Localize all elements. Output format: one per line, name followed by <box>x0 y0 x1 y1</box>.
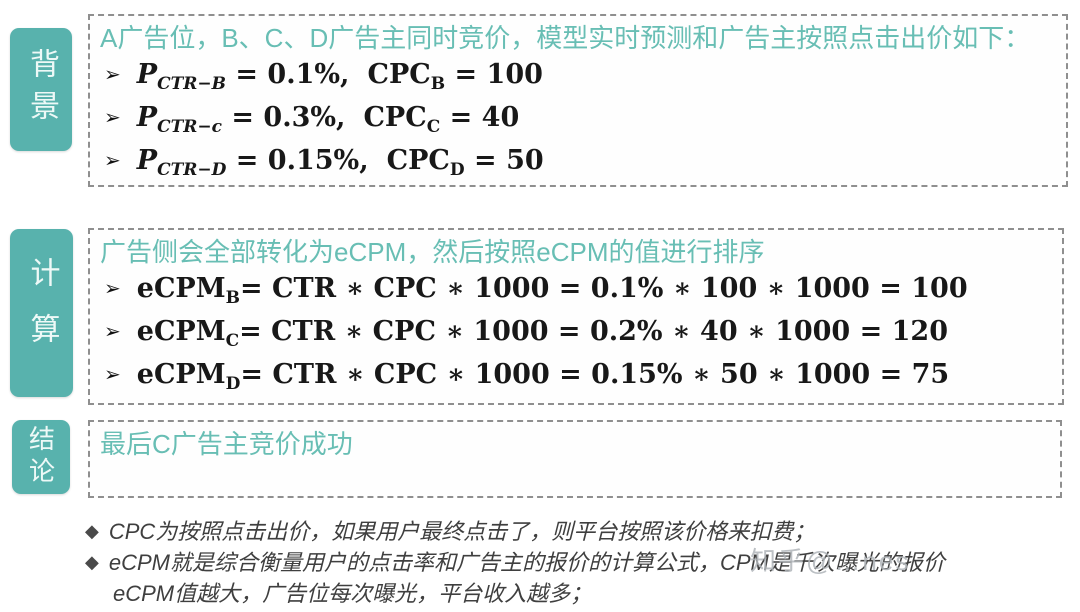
section-label-conclusion: 结论 <box>12 420 70 494</box>
arrow-bullet-icon: ➢ <box>104 278 121 300</box>
footnote-line: ◆ CPC为按照点击出价，如果用户最终点击了，则平台按照该价格来扣费； <box>85 516 945 547</box>
ecpm-formula: = CTR ∗ CPC ∗ 1000 = 0.1% ∗ 100 ∗ 1000 =… <box>240 273 968 304</box>
ctr-value: = 0.15%, <box>226 145 369 176</box>
footnotes: ◆ CPC为按照点击出价，如果用户最终点击了，则平台按照该价格来扣费； ◆ eCPM… <box>85 516 945 609</box>
cpc-term-sub: C <box>426 117 441 137</box>
footnote-line: eCPM值越大，广告位每次曝光，平台收入越多； <box>113 578 945 609</box>
calculation-bullet-row: ➢ eCPMC= CTR ∗ CPC ∗ 1000 = 0.2% ∗ 40 ∗ 1… <box>104 315 1062 358</box>
cpc-value: = 50 <box>464 145 544 176</box>
background-title: A广告位，B、C、D广告主同时竞价，模型实时预测和广告主按照点击出价如下： <box>100 23 1031 53</box>
footnote-text: eCPM就是综合衡量用户的点击率和广告主的报价的计算公式，CPM是千次曝光的报价 <box>108 550 945 575</box>
ecpm-term-sub: D <box>225 374 241 394</box>
cpc-term-sub: D <box>449 160 465 180</box>
ecpm-formula: = CTR ∗ CPC ∗ 1000 = 0.15% ∗ 50 ∗ 1000 =… <box>240 359 950 390</box>
ctr-var: P <box>136 145 158 176</box>
background-bullet-row: ➢ PCTR−B = 0.1%, CPCB = 100 <box>104 58 1066 101</box>
cpc-term-sub: B <box>430 74 446 94</box>
cpc-value: = 40 <box>440 102 520 133</box>
footnote-line: ◆ eCPM就是综合衡量用户的点击率和广告主的报价的计算公式，CPM是千次曝光的报… <box>85 547 945 578</box>
ctr-var: P <box>136 59 158 90</box>
background-bullet-row: ➢ PCTR−c = 0.3%, CPCC = 40 <box>104 101 1066 144</box>
calculation-bullet-row: ➢ eCPMB= CTR ∗ CPC ∗ 1000 = 0.1% ∗ 100 ∗ … <box>104 272 1062 315</box>
ctr-var-sub: CTR−c <box>157 117 222 137</box>
footnote-text: eCPM值越大，广告位每次曝光，平台收入越多； <box>113 581 593 606</box>
ecpm-term: eCPM <box>136 316 226 347</box>
arrow-bullet-icon: ➢ <box>104 321 121 343</box>
background-bullet-row: ➢ PCTR−D = 0.15%, CPCD = 50 <box>104 144 1066 187</box>
section-box-background: A广告位，B、C、D广告主同时竞价，模型实时预测和广告主按照点击出价如下： ➢ P… <box>88 14 1068 187</box>
ctr-var-sub: CTR−D <box>157 160 227 180</box>
cpc-term: CPC <box>386 145 450 176</box>
cpc-value: = 100 <box>445 59 543 90</box>
zhihu-watermark: 知乎@…nes <box>750 546 911 576</box>
calculation-bullet-row: ➢ eCPMD= CTR ∗ CPC ∗ 1000 = 0.15% ∗ 50 ∗ … <box>104 358 1062 401</box>
ctr-var: P <box>136 102 158 133</box>
arrow-bullet-icon: ➢ <box>104 64 121 86</box>
ctr-value: = 0.3%, <box>221 102 346 133</box>
section-label-calculation-text: 计算 <box>25 257 59 369</box>
section-box-calculation: 广告侧会全部转化为eCPM，然后按照eCPM的值进行排序 ➢ eCPMB= CTR… <box>88 228 1064 405</box>
cpc-term: CPC <box>367 59 431 90</box>
ecpm-term-sub: B <box>225 288 240 308</box>
background-bullet-list: ➢ PCTR−B = 0.1%, CPCB = 100 ➢ PCTR−c = 0.3%… <box>90 54 1066 187</box>
arrow-bullet-icon: ➢ <box>104 364 121 386</box>
section-label-conclusion-text: 结论 <box>25 425 56 489</box>
diamond-bullet-icon: ◆ <box>85 521 99 541</box>
arrow-bullet-icon: ➢ <box>104 150 121 172</box>
ecpm-formula: = CTR ∗ CPC ∗ 1000 = 0.2% ∗ 40 ∗ 1000 = … <box>239 316 948 347</box>
ctr-var-sub: CTR−B <box>157 74 226 94</box>
ecpm-term: eCPM <box>136 359 226 390</box>
footnote-text: CPC为按照点击出价，如果用户最终点击了，则平台按照该价格来扣费； <box>108 519 816 544</box>
diamond-bullet-icon: ◆ <box>85 552 99 572</box>
calculation-bullet-list: ➢ eCPMB= CTR ∗ CPC ∗ 1000 = 0.1% ∗ 100 ∗ … <box>90 268 1062 401</box>
section-label-calculation: 计算 <box>10 229 73 397</box>
conclusion-text: 最后C广告主竞价成功 <box>100 429 353 459</box>
section-label-background-text: 背景 <box>25 47 58 132</box>
section-label-background: 背景 <box>10 28 72 151</box>
ecpm-term: eCPM <box>136 273 226 304</box>
ctr-value: = 0.1%, <box>226 59 350 90</box>
arrow-bullet-icon: ➢ <box>104 107 121 129</box>
cpc-term: CPC <box>363 102 427 133</box>
calculation-title: 广告侧会全部转化为eCPM，然后按照eCPM的值进行排序 <box>100 237 765 267</box>
section-box-conclusion: 最后C广告主竞价成功 <box>88 420 1062 498</box>
ecpm-term-sub: C <box>225 331 240 351</box>
